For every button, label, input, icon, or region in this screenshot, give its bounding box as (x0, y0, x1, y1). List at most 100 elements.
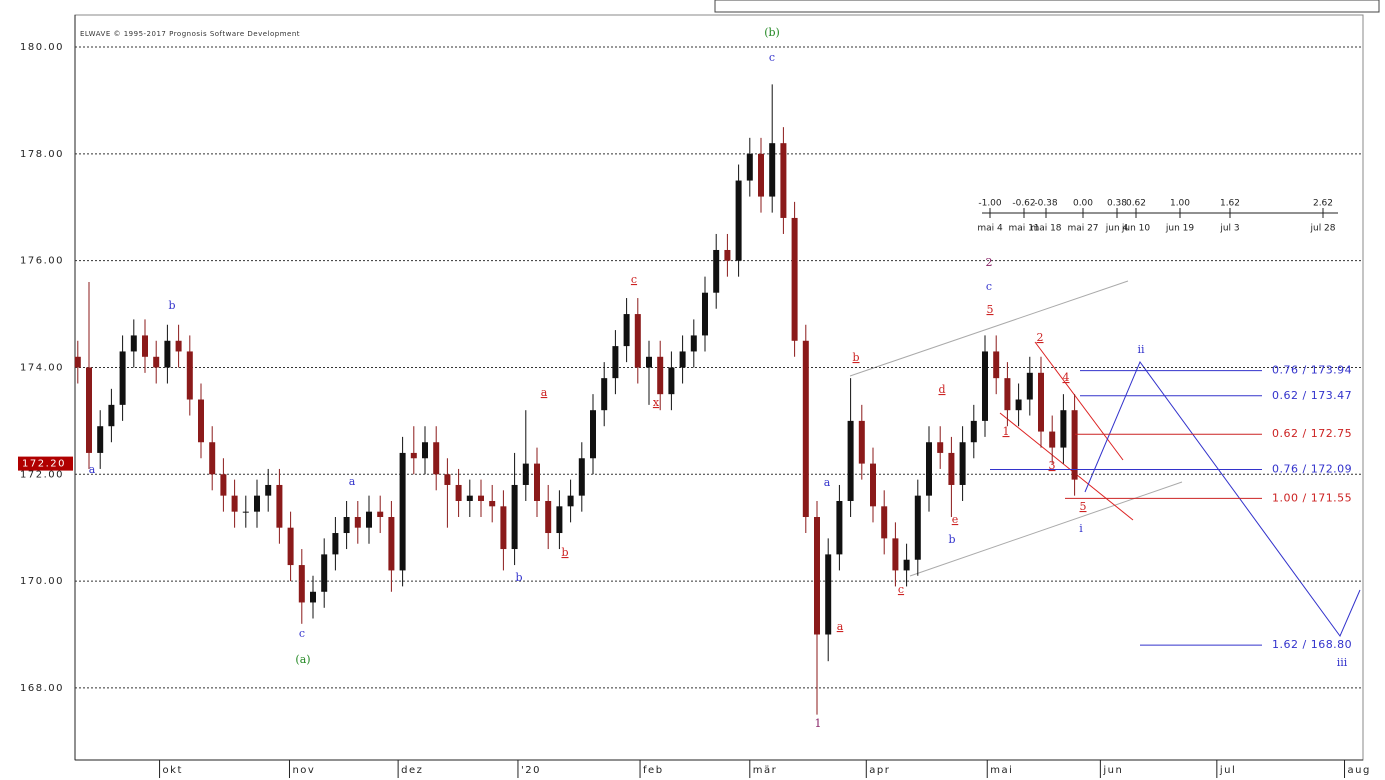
candle-body (511, 484, 518, 550)
candle-body (522, 463, 529, 485)
candle-body (634, 314, 641, 368)
wave-label: 2 (1037, 331, 1044, 344)
ruler-ratio: 1.62 (1220, 199, 1240, 209)
fib-label: 0.62 / 172.75 (1272, 427, 1352, 440)
candle-body (668, 367, 675, 395)
candle-body (220, 474, 227, 496)
x-tick-label: feb (643, 765, 664, 776)
wave-label: 5 (987, 303, 994, 316)
candle-body (86, 367, 92, 453)
candle-body (814, 517, 820, 635)
wave-label: b (515, 571, 522, 584)
ruler-date: jul 3 (1219, 224, 1239, 234)
wave-label: ii (1137, 343, 1145, 356)
candle-body (175, 340, 182, 352)
projection-path (1084, 360, 1361, 637)
candle-body (276, 484, 283, 528)
candle-body (478, 495, 484, 501)
x-tick-label: '20 (521, 765, 541, 776)
x-tick-label: apr (869, 765, 890, 776)
candle-body (354, 517, 361, 528)
candle-body (1049, 431, 1056, 448)
candle-body (74, 356, 81, 368)
candle-body (758, 153, 764, 197)
fib-label: 0.62 / 173.47 (1272, 389, 1352, 402)
ruler-ratio: 0.62 (1126, 199, 1146, 209)
ruler-date: jun 4 (1105, 224, 1129, 234)
candle-body (948, 452, 955, 485)
candle-body (646, 356, 652, 368)
wave-label: c (986, 280, 992, 293)
wave-label: a (824, 476, 831, 489)
channel-line (849, 280, 1129, 377)
candle-body (1015, 399, 1022, 411)
candle-body (791, 217, 798, 341)
candle-body (702, 292, 708, 336)
fib-label: 1.00 / 171.55 (1272, 491, 1352, 504)
candle-body (556, 506, 563, 534)
wave-label: b (852, 351, 859, 364)
wave-label: (a) (295, 653, 310, 666)
x-tick-label: dez (401, 765, 423, 776)
candle-body (892, 538, 899, 571)
candle-body (657, 356, 664, 395)
ruler-ratio: 1.00 (1170, 199, 1190, 209)
candle-body (444, 474, 451, 485)
x-tick-label: jul (1219, 765, 1236, 776)
y-tick-label: 174.00 (20, 362, 64, 373)
candle-body (377, 511, 384, 518)
candle-body (343, 517, 350, 534)
channels (849, 280, 1361, 637)
candle-body (209, 442, 216, 475)
x-tick-label: jun (1102, 765, 1123, 776)
wave-label: 4 (1063, 371, 1070, 384)
candle-body (500, 506, 507, 550)
candle-body (590, 410, 596, 459)
wave-label: c (631, 273, 637, 286)
candle-body (1038, 372, 1044, 432)
candle-body (970, 420, 977, 443)
candles (74, 84, 1078, 715)
fib-label: 0.76 / 172.09 (1272, 462, 1352, 475)
candle-body (567, 495, 574, 507)
last-price-box (18, 456, 73, 471)
y-tick-label: 168.00 (20, 683, 64, 694)
candle-body (769, 143, 776, 197)
wedge-line (999, 412, 1134, 521)
wave-label: iii (1337, 656, 1348, 669)
x-tick-label: okt (163, 765, 183, 776)
ruler-date: mai 4 (977, 224, 1003, 234)
candle-body (422, 442, 428, 459)
candle-body (332, 533, 339, 555)
wave-label: c (299, 627, 305, 640)
candle-body (1060, 410, 1067, 448)
candle-body (690, 335, 697, 352)
candle-body (724, 249, 731, 261)
candle-body (198, 399, 204, 443)
candle-body (265, 484, 272, 496)
candle-body (612, 346, 619, 379)
candle-body (993, 351, 1000, 379)
candle-body (679, 351, 686, 368)
wave-label: a (349, 475, 356, 488)
ruler-ratio: 2.62 (1313, 199, 1333, 209)
wave-label: b (561, 546, 568, 559)
ruler-ratio: -0.38 (1034, 199, 1058, 209)
top-box (714, 0, 1380, 13)
candle-body (455, 484, 462, 501)
candle-body (399, 452, 406, 571)
ruler-date: jul 28 (1309, 224, 1335, 234)
candle-body (489, 500, 496, 507)
candle-body (903, 559, 910, 571)
header: ELWAVE © 1995-2017 Prognosis Software De… (80, 30, 300, 38)
candle-body (1026, 372, 1033, 400)
candle-body (847, 420, 854, 501)
candle-body (298, 565, 305, 603)
candle-body (578, 458, 585, 496)
wave-label: b (168, 299, 175, 312)
candle-body (108, 404, 115, 427)
ruler-date: mai 18 (1030, 224, 1061, 234)
ruler-date: jun 10 (1121, 224, 1150, 234)
candle-body (735, 180, 742, 261)
